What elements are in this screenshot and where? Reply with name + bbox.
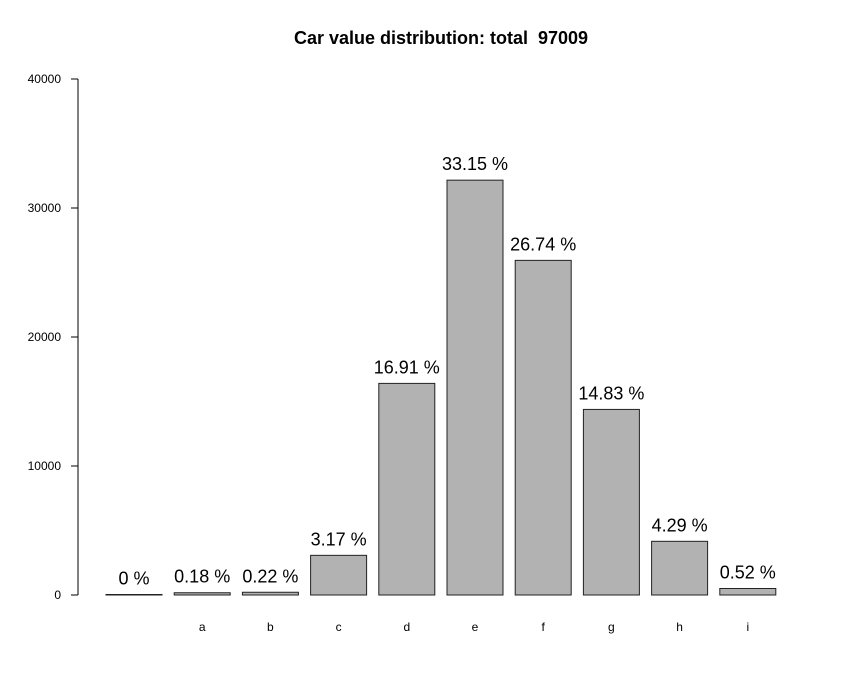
x-axis-labels: a b c d e f g h i [199,620,749,634]
x-tick-label: f [542,620,546,634]
x-tick-label: i [746,620,749,634]
bar-value-label: 14.83 % [578,383,644,403]
y-tick-label: 20000 [28,330,62,344]
x-tick-label: b [267,620,274,634]
chart-title: Car value distribution: total 97009 [293,28,589,48]
bar [105,594,163,596]
y-tick-label: 10000 [28,459,62,473]
bar [582,408,640,596]
bar-labels-group: 0 % 0.18 % 0.22 % 3.17 % 16.91 % 33.15 % 26.74… [118,154,775,588]
x-tick-label: c [336,620,342,634]
bar [241,591,299,596]
bar-value-label: 16.91 % [374,357,440,377]
x-tick-label: e [472,620,479,634]
y-axis: 0 10000 20000 30000 40000 [28,72,79,602]
y-tick-label: 30000 [28,201,62,215]
bar [310,554,368,596]
x-tick-label: d [403,620,410,634]
bar [514,259,572,596]
y-tick-label: 0 [54,588,61,602]
bars-group [105,179,777,596]
y-tick-label: 40000 [28,72,62,86]
bar-value-label: 3.17 % [311,529,367,549]
x-tick-label: h [676,620,683,634]
bar-value-label: 26.74 % [510,234,576,254]
x-tick-label: a [199,620,206,634]
bar-value-label: 0 % [118,569,149,589]
bar-value-label: 0.18 % [174,567,230,587]
bar [446,179,504,596]
bar-value-label: 33.15 % [442,154,508,174]
bar [651,540,709,596]
x-tick-label: g [608,620,615,634]
bar [173,592,231,596]
bar-value-label: 4.29 % [652,515,708,535]
bar [378,382,436,596]
bar-value-label: 0.22 % [242,566,298,586]
bar [719,587,777,596]
bar-value-label: 0.52 % [720,562,776,582]
